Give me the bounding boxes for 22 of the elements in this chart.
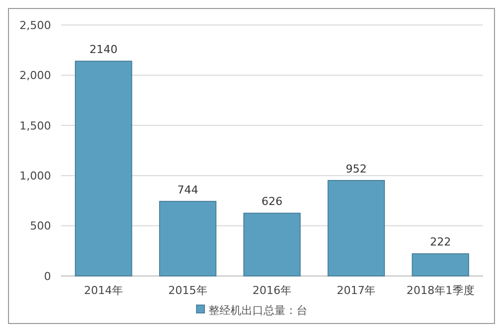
- bar: [412, 253, 470, 276]
- data-label: 952: [346, 162, 367, 176]
- bar: [328, 180, 385, 276]
- data-label: 222: [430, 236, 451, 249]
- x-tick-label: 2018年1季度: [406, 284, 474, 297]
- y-tick-label: 1,000: [20, 169, 51, 182]
- x-tick-label: 2016年: [252, 284, 292, 297]
- data-label: 744: [177, 183, 198, 196]
- y-tick-label: 1,500: [20, 119, 51, 132]
- x-tick-label: 2015年: [168, 284, 208, 297]
- y-tick-label: 2,500: [20, 18, 51, 32]
- bar: [74, 60, 132, 276]
- x-tick-label: 2017年: [336, 284, 376, 297]
- y-tick-label: 0: [44, 270, 51, 283]
- data-label: 2140: [90, 43, 118, 56]
- bar: [243, 212, 301, 276]
- x-tick-label: 2014年: [84, 284, 124, 297]
- legend-label: 整经机出口总量：台: [208, 304, 308, 317]
- y-tick-label: 500: [30, 220, 51, 233]
- y-tick-label: 2,000: [20, 69, 51, 82]
- bar: [159, 200, 216, 276]
- data-label: 626: [262, 195, 282, 208]
